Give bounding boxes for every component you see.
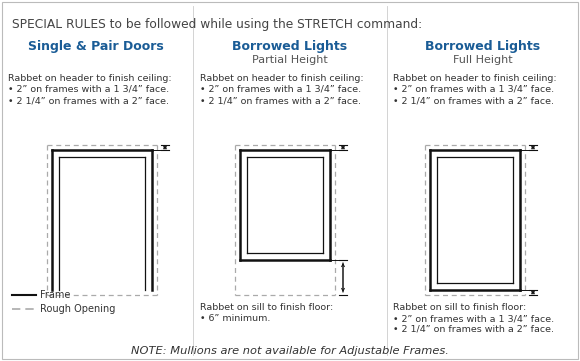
Text: • 2” on frames with a 1 3/4” face.: • 2” on frames with a 1 3/4” face. <box>8 85 169 94</box>
Text: Rough Opening: Rough Opening <box>40 304 115 314</box>
Text: • 2 1/4” on frames with a 2” face.: • 2 1/4” on frames with a 2” face. <box>8 96 169 105</box>
Text: • 2 1/4” on frames with a 2” face.: • 2 1/4” on frames with a 2” face. <box>200 96 361 105</box>
Text: Borrowed Lights: Borrowed Lights <box>426 40 541 53</box>
Text: NOTE: Mullions are not available for Adjustable Frames.: NOTE: Mullions are not available for Adj… <box>131 346 449 356</box>
Text: • 2 1/4” on frames with a 2” face.: • 2 1/4” on frames with a 2” face. <box>393 325 554 334</box>
Text: Rabbet on sill to finish floor:: Rabbet on sill to finish floor: <box>200 303 334 312</box>
Text: Rabbet on sill to finish floor:: Rabbet on sill to finish floor: <box>393 303 526 312</box>
Text: • 2” on frames with a 1 3/4” face.: • 2” on frames with a 1 3/4” face. <box>393 314 554 323</box>
Text: Rabbet on header to finish ceiling:: Rabbet on header to finish ceiling: <box>200 74 364 83</box>
Text: Partial Height: Partial Height <box>252 55 328 65</box>
Text: Rabbet on header to finish ceiling:: Rabbet on header to finish ceiling: <box>8 74 172 83</box>
Text: • 2” on frames with a 1 3/4” face.: • 2” on frames with a 1 3/4” face. <box>200 85 361 94</box>
Text: Single & Pair Doors: Single & Pair Doors <box>28 40 164 53</box>
Text: • 6” minimum.: • 6” minimum. <box>200 314 270 323</box>
Text: Frame: Frame <box>40 290 70 300</box>
Text: Borrowed Lights: Borrowed Lights <box>233 40 347 53</box>
Text: • 2 1/4” on frames with a 2” face.: • 2 1/4” on frames with a 2” face. <box>393 96 554 105</box>
Text: Rabbet on header to finish ceiling:: Rabbet on header to finish ceiling: <box>393 74 557 83</box>
Text: Full Height: Full Height <box>453 55 513 65</box>
Text: • 2” on frames with a 1 3/4” face.: • 2” on frames with a 1 3/4” face. <box>393 85 554 94</box>
Text: SPECIAL RULES to be followed while using the STRETCH command:: SPECIAL RULES to be followed while using… <box>12 18 422 31</box>
